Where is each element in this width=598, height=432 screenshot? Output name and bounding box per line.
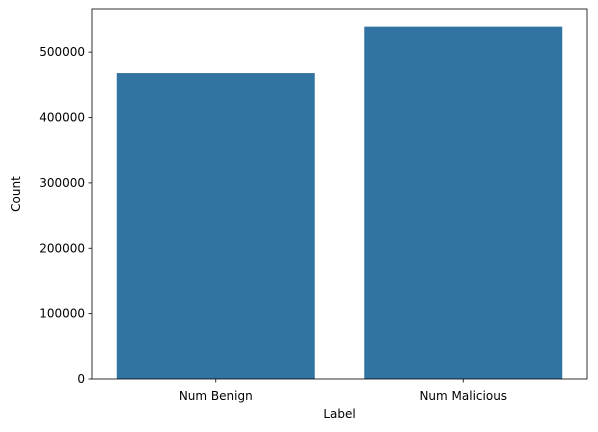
y-tick-label: 100000: [39, 307, 85, 321]
y-tick-label: 200000: [39, 241, 85, 255]
y-tick-label: 500000: [39, 45, 85, 59]
y-tick-label: 0: [77, 372, 85, 386]
x-tick-label: Num Benign: [179, 389, 253, 403]
bars-group: [116, 26, 563, 380]
x-axis-ticks: Num Benign Num Malicious: [179, 379, 507, 403]
x-tick-label: Num Malicious: [419, 389, 507, 403]
y-tick-label: 400000: [39, 111, 85, 125]
bar-num-benign: [116, 73, 315, 380]
bar-num-malicious: [364, 26, 563, 379]
y-axis-label: Count: [9, 176, 23, 212]
x-axis-label: Label: [323, 407, 355, 421]
y-axis-ticks: 0 100000 200000 300000 400000 500000: [39, 45, 92, 386]
y-tick-label: 300000: [39, 176, 85, 190]
plot-frame: [91, 8, 588, 380]
